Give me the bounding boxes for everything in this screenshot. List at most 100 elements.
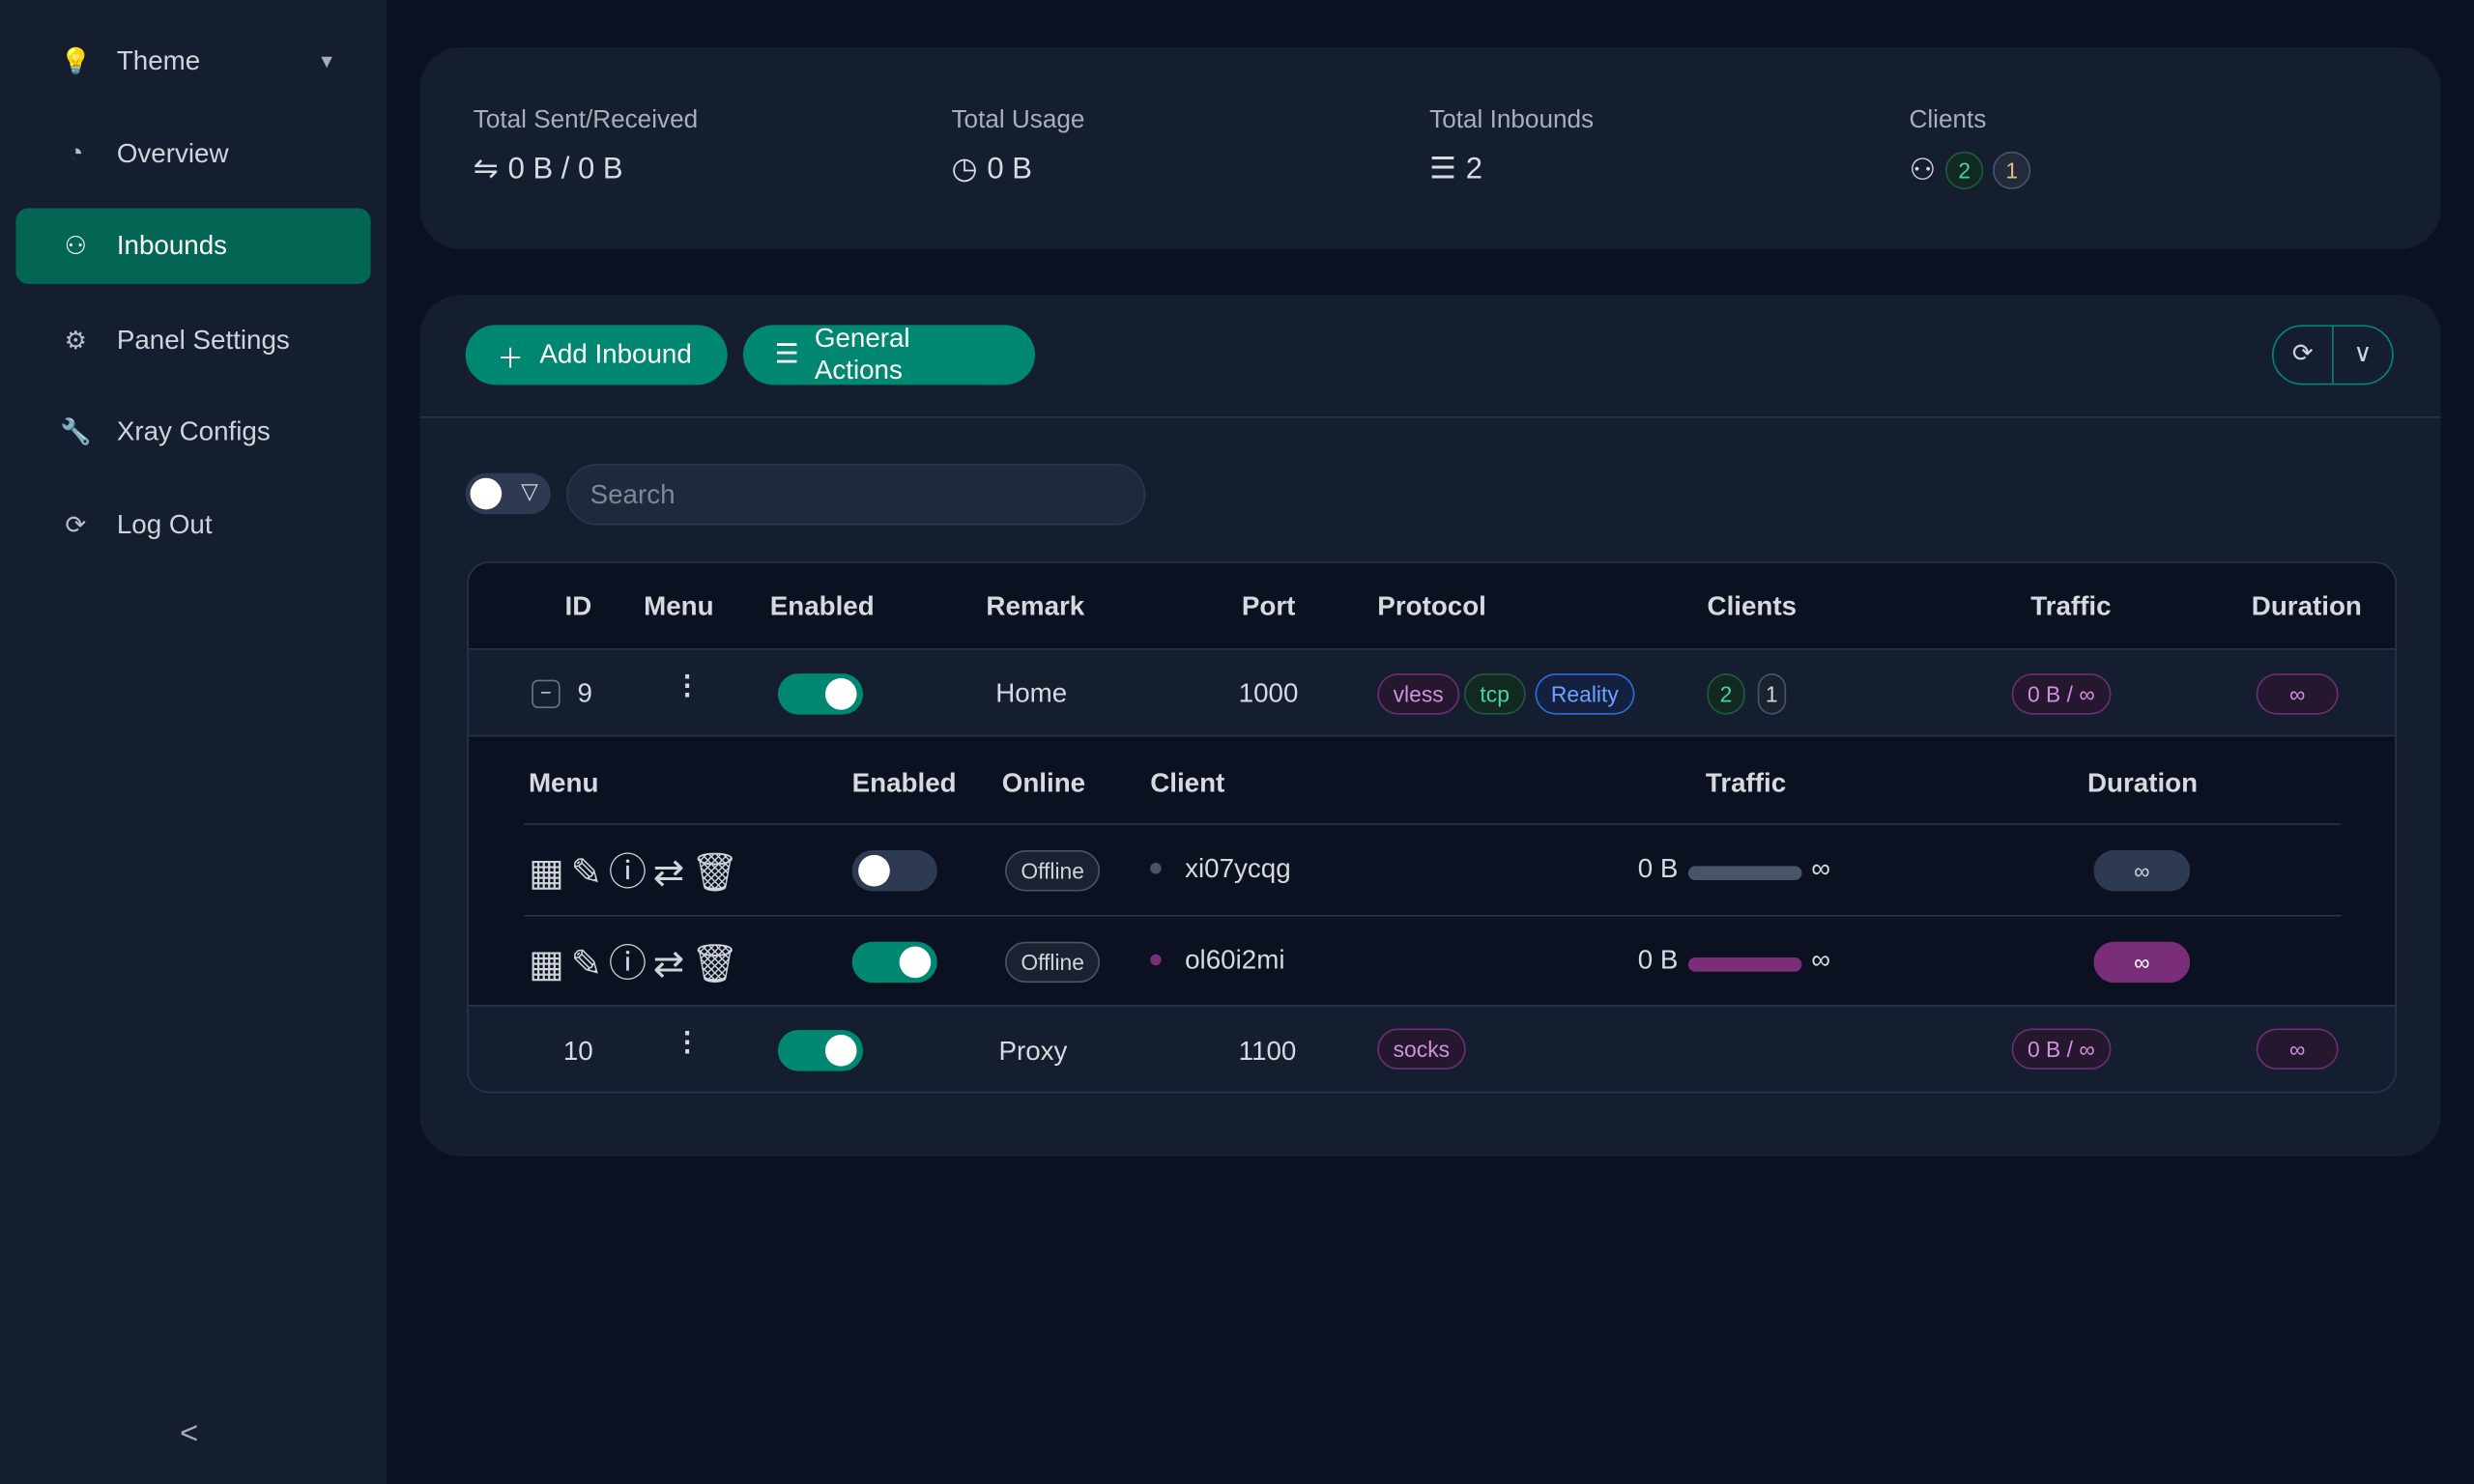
client-enabled-toggle[interactable] bbox=[851, 941, 937, 984]
status-dot bbox=[1150, 863, 1162, 874]
status-dot bbox=[1150, 954, 1162, 966]
sub-col-traffic: Traffic bbox=[1705, 768, 1787, 799]
sidebar-item-panel-settings[interactable]: ⚙ Panel Settings bbox=[15, 302, 370, 378]
duration-badge: ∞ bbox=[2256, 1028, 2339, 1070]
inbounds-table: ID Menu Enabled Remark Port Protocol Cli… bbox=[467, 561, 2397, 1094]
menu-icon: ☰ bbox=[774, 339, 799, 370]
sub-col-online: Online bbox=[1001, 768, 1086, 799]
plus-icon: ＋ bbox=[497, 343, 525, 374]
sidebar-item-overview[interactable]: ◔ Overview bbox=[15, 117, 370, 192]
reset-icon[interactable]: ⇄ bbox=[652, 943, 691, 986]
bulb-icon: 💡 bbox=[60, 48, 92, 76]
client-email: xi07ycqg bbox=[1185, 853, 1291, 884]
duration-badge: ∞ bbox=[2256, 673, 2339, 715]
qrcode-icon[interactable]: ▦ bbox=[528, 851, 571, 895]
refresh-icon[interactable]: ⟳ bbox=[2274, 326, 2334, 384]
enabled-toggle[interactable] bbox=[777, 1030, 864, 1071]
sidebar-item-theme[interactable]: 💡 Theme ▼ bbox=[15, 23, 370, 99]
sub-col-enabled: Enabled bbox=[851, 768, 957, 799]
collapse-sidebar-button[interactable]: < bbox=[180, 1416, 199, 1452]
filter-toggle[interactable]: ▽ bbox=[465, 472, 551, 515]
sidebar-item-label: Inbounds bbox=[116, 230, 228, 261]
collapse-row-icon[interactable]: − bbox=[532, 679, 561, 709]
traffic-badge: 0 B / ∞ bbox=[2011, 1028, 2111, 1070]
edit-icon[interactable]: ✎ bbox=[570, 851, 609, 895]
sidebar-item-label: Log Out bbox=[116, 509, 213, 540]
col-clients: Clients bbox=[1707, 591, 1798, 622]
traffic-badge: 0 B / ∞ bbox=[2011, 673, 2111, 715]
stat-clients: Clients ⚇ 2 1 bbox=[1910, 107, 2031, 189]
more-vertical-icon[interactable]: ⋮ bbox=[674, 670, 701, 700]
stats-card: Total Sent/Received ⇋ 0 B / 0 B Total Usag… bbox=[419, 46, 2441, 249]
protocol-tag: vless bbox=[1377, 673, 1460, 715]
sub-col-client: Client bbox=[1150, 768, 1225, 799]
stat-total-inbounds: Total Inbounds ☰ 2 bbox=[1429, 107, 1595, 186]
user-icon: ⚇ bbox=[64, 233, 88, 261]
team-icon: ⚇ bbox=[1909, 154, 1937, 187]
row-remark: Proxy bbox=[998, 1036, 1068, 1067]
divider bbox=[419, 416, 2441, 418]
sidebar-item-inbounds[interactable]: ⚇ Inbounds bbox=[15, 208, 371, 284]
online-status-badge: Offline bbox=[1004, 849, 1101, 892]
add-inbound-button[interactable]: ＋ Add Inbound bbox=[465, 325, 728, 385]
sidebar-item-label: Panel Settings bbox=[116, 325, 290, 356]
col-duration: Duration bbox=[2251, 591, 2362, 622]
row-remark: Home bbox=[995, 678, 1068, 709]
protocol-tag: socks bbox=[1377, 1028, 1466, 1070]
sidebar-item-log-out[interactable]: ⟳ Log Out bbox=[15, 487, 370, 562]
chevron-down-icon[interactable]: ∨ bbox=[2353, 340, 2373, 368]
online-status-badge: Offline bbox=[1004, 941, 1101, 984]
traffic-progress-bar bbox=[1687, 957, 1802, 972]
col-traffic: Traffic bbox=[2030, 591, 2112, 622]
delete-icon[interactable]: 🗑 bbox=[690, 851, 746, 895]
security-tag: Reality bbox=[1535, 673, 1635, 715]
logout-icon: ⟳ bbox=[65, 512, 87, 540]
pie-chart-icon: ◷ bbox=[951, 153, 978, 186]
col-menu: Menu bbox=[644, 591, 714, 622]
reset-icon[interactable]: ⇄ bbox=[652, 851, 691, 895]
row-port: 1000 bbox=[1238, 678, 1299, 709]
network-tag: tcp bbox=[1464, 673, 1526, 715]
qrcode-icon[interactable]: ▦ bbox=[528, 943, 571, 986]
more-vertical-icon[interactable]: ⋮ bbox=[674, 1026, 701, 1057]
col-port: Port bbox=[1241, 591, 1296, 622]
info-icon[interactable]: ⓘ bbox=[608, 943, 653, 986]
clients-other-badge: 1 bbox=[1993, 151, 2031, 189]
traffic-limit: ∞ bbox=[1811, 853, 1831, 884]
col-id[interactable]: ID bbox=[564, 591, 592, 622]
client-email: ol60i2mi bbox=[1185, 944, 1285, 975]
sidebar-item-xray-configs[interactable]: 🔧 Xray Configs bbox=[15, 394, 370, 470]
delete-icon[interactable]: 🗑 bbox=[690, 943, 746, 986]
col-remark: Remark bbox=[986, 591, 1085, 622]
search-input[interactable]: Search bbox=[566, 463, 1146, 526]
dashboard-icon: ◔ bbox=[68, 140, 84, 168]
swap-icon: ⇋ bbox=[473, 153, 499, 186]
sidebar-item-label: Theme bbox=[116, 45, 201, 76]
list-icon: ☰ bbox=[1429, 153, 1457, 186]
row-port: 1100 bbox=[1238, 1036, 1297, 1067]
edit-icon[interactable]: ✎ bbox=[570, 943, 609, 986]
row-id: 10 bbox=[562, 1036, 593, 1067]
enabled-toggle[interactable] bbox=[777, 673, 864, 715]
client-duration-badge: ∞ bbox=[2093, 941, 2191, 984]
clients-subtable: Menu Enabled Online Client Traffic Durat… bbox=[468, 736, 2396, 1005]
info-icon[interactable]: ⓘ bbox=[608, 851, 653, 895]
client-traffic: 0 B bbox=[1637, 944, 1679, 975]
tool-icon: 🔧 bbox=[60, 419, 92, 447]
clients-other-badge[interactable]: 1 bbox=[1757, 673, 1786, 715]
clients-active-badge: 2 bbox=[1945, 151, 1984, 189]
sub-col-menu: Menu bbox=[528, 768, 599, 799]
client-traffic: 0 B bbox=[1637, 853, 1679, 884]
traffic-progress-bar bbox=[1687, 866, 1802, 881]
sidebar: 💡 Theme ▼ ◔ Overview ⚇ Inbounds ⚙ Panel Setti… bbox=[0, 0, 387, 1484]
sub-col-duration: Duration bbox=[2086, 768, 2199, 799]
col-enabled: Enabled bbox=[769, 591, 875, 622]
client-enabled-toggle[interactable] bbox=[851, 849, 937, 892]
clients-active-badge[interactable]: 2 bbox=[1707, 673, 1745, 715]
stat-total-usage: Total Usage ◷ 0 B bbox=[951, 107, 1085, 186]
col-protocol: Protocol bbox=[1377, 591, 1486, 622]
traffic-limit: ∞ bbox=[1811, 944, 1831, 975]
client-duration-badge: ∞ bbox=[2093, 849, 2191, 892]
general-actions-button[interactable]: ☰ General Actions bbox=[742, 324, 1036, 385]
sidebar-item-label: Overview bbox=[116, 138, 229, 169]
